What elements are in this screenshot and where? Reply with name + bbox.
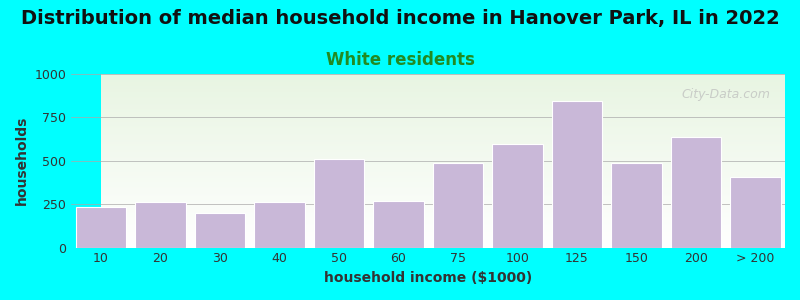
Text: Distribution of median household income in Hanover Park, IL in 2022: Distribution of median household income … — [21, 9, 779, 28]
Bar — [730, 177, 781, 247]
Bar — [194, 213, 246, 248]
Bar — [373, 201, 424, 248]
Y-axis label: households: households — [15, 116, 29, 206]
Text: City-Data.com: City-Data.com — [682, 88, 770, 101]
Bar — [76, 207, 126, 248]
Bar — [314, 159, 364, 247]
Bar — [670, 137, 721, 248]
Text: White residents: White residents — [326, 51, 474, 69]
Bar — [551, 101, 602, 248]
Bar — [611, 164, 662, 247]
Bar — [254, 202, 305, 247]
X-axis label: household income ($1000): household income ($1000) — [324, 271, 532, 285]
Bar — [492, 144, 542, 247]
Bar — [433, 163, 483, 248]
Bar — [135, 202, 186, 248]
